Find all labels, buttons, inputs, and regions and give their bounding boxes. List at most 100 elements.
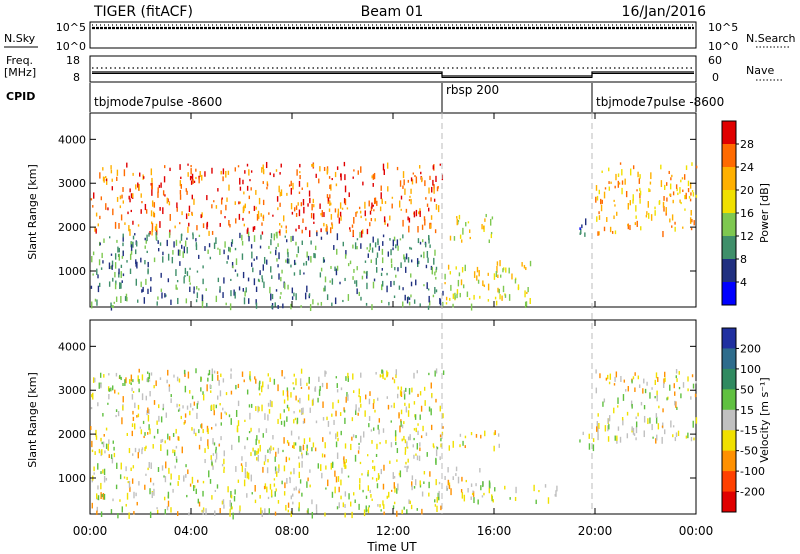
data-point xyxy=(579,227,581,230)
data-point xyxy=(409,195,411,198)
data-point xyxy=(174,465,176,469)
data-point xyxy=(247,472,250,480)
data-point xyxy=(687,376,689,382)
data-point xyxy=(168,436,171,441)
data-point xyxy=(651,424,653,431)
data-point xyxy=(95,212,98,217)
data-point xyxy=(226,261,228,264)
data-point xyxy=(131,387,133,392)
data-point xyxy=(396,239,399,246)
data-point xyxy=(432,179,434,186)
data-point xyxy=(224,241,226,248)
data-point xyxy=(656,394,658,402)
data-point xyxy=(248,169,250,176)
data-point xyxy=(284,482,286,489)
data-point xyxy=(335,441,338,448)
data-point xyxy=(434,504,437,507)
data-point xyxy=(130,250,133,255)
data-point xyxy=(282,390,285,396)
data-point xyxy=(129,253,132,260)
colorbar-swatch xyxy=(722,491,736,513)
data-point xyxy=(341,467,343,474)
data-point xyxy=(132,235,135,240)
data-point xyxy=(672,425,675,428)
data-point xyxy=(151,189,153,196)
data-point xyxy=(103,468,106,475)
data-point xyxy=(461,267,464,273)
data-point xyxy=(491,216,494,220)
data-point xyxy=(396,488,398,494)
data-point xyxy=(132,193,134,198)
data-point xyxy=(372,403,375,409)
data-point xyxy=(372,466,374,469)
data-point xyxy=(132,465,135,469)
data-point xyxy=(323,166,326,171)
data-point xyxy=(655,438,657,444)
data-point xyxy=(130,241,133,246)
data-point xyxy=(169,482,172,486)
data-point xyxy=(188,213,190,217)
data-point xyxy=(309,304,312,312)
data-point xyxy=(139,172,141,177)
data-point xyxy=(200,214,202,219)
data-point xyxy=(662,230,664,238)
data-point xyxy=(602,401,604,407)
data-point xyxy=(142,420,145,424)
data-point xyxy=(129,268,132,275)
data-point xyxy=(286,258,289,264)
data-point xyxy=(650,214,653,221)
data-point xyxy=(122,250,124,257)
data-point xyxy=(157,296,159,300)
data-point xyxy=(464,445,466,449)
data-point xyxy=(693,220,695,226)
data-point xyxy=(143,176,145,179)
data-point xyxy=(156,509,159,514)
data-point xyxy=(381,280,384,287)
data-point xyxy=(151,491,153,499)
data-point xyxy=(244,170,246,174)
data-point xyxy=(99,242,101,246)
data-point xyxy=(646,211,648,215)
data-point xyxy=(135,492,137,497)
data-point xyxy=(424,400,426,406)
data-point xyxy=(190,180,193,185)
data-point xyxy=(292,501,294,505)
data-point xyxy=(102,167,104,171)
data-point xyxy=(350,443,352,451)
data-point xyxy=(172,449,174,454)
data-point xyxy=(178,404,181,407)
data-point xyxy=(403,179,405,186)
data-point xyxy=(346,391,348,397)
data-point xyxy=(237,383,240,389)
data-point xyxy=(382,500,384,506)
data-point xyxy=(146,431,149,435)
y-tick-label: 1000 xyxy=(58,472,86,485)
data-point xyxy=(157,467,160,472)
data-point xyxy=(200,436,202,441)
data-point xyxy=(674,391,676,396)
data-point xyxy=(95,228,97,234)
data-point xyxy=(351,436,353,441)
data-point xyxy=(372,460,374,463)
data-point xyxy=(261,231,264,235)
data-point xyxy=(434,229,437,234)
data-point xyxy=(253,235,256,242)
data-point xyxy=(260,385,263,393)
data-point xyxy=(186,494,188,498)
data-point xyxy=(163,176,166,183)
data-point xyxy=(366,454,369,457)
data-point xyxy=(603,226,606,232)
data-point xyxy=(141,289,143,293)
data-point xyxy=(256,256,258,260)
data-point xyxy=(162,403,165,409)
data-point xyxy=(331,222,333,226)
data-point xyxy=(325,227,327,232)
data-point xyxy=(476,266,479,273)
data-point xyxy=(236,427,239,433)
data-point xyxy=(178,475,180,481)
data-point xyxy=(613,215,615,220)
data-point xyxy=(295,378,297,386)
data-point xyxy=(213,200,215,203)
data-point xyxy=(374,409,376,413)
data-point xyxy=(348,192,350,198)
